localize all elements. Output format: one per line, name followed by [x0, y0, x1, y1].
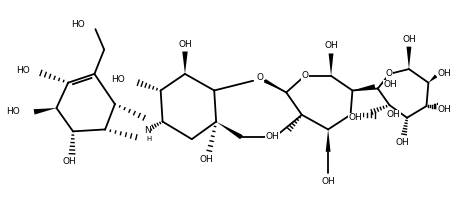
Text: O: O	[386, 69, 393, 78]
Polygon shape	[328, 54, 333, 76]
Polygon shape	[216, 122, 243, 139]
Text: H: H	[146, 136, 152, 142]
Text: HO: HO	[17, 65, 30, 75]
Text: N: N	[144, 126, 150, 135]
Text: HO: HO	[71, 20, 85, 29]
Text: HO: HO	[6, 107, 19, 116]
Text: OH: OH	[199, 155, 213, 164]
Text: OH: OH	[387, 110, 400, 119]
Text: O: O	[301, 71, 308, 80]
Text: OH: OH	[383, 80, 397, 89]
Text: OH: OH	[266, 132, 279, 141]
Text: OH: OH	[62, 157, 76, 166]
Text: O: O	[256, 73, 263, 82]
Polygon shape	[34, 108, 56, 114]
Polygon shape	[406, 47, 411, 69]
Text: OH: OH	[437, 105, 450, 114]
Text: OH: OH	[324, 41, 338, 50]
Text: OH: OH	[178, 40, 192, 49]
Text: OH: OH	[402, 35, 416, 44]
Text: O: O	[268, 132, 275, 141]
Polygon shape	[182, 52, 188, 74]
Polygon shape	[428, 74, 437, 83]
Polygon shape	[264, 79, 286, 92]
Text: OH: OH	[437, 69, 450, 78]
Polygon shape	[352, 84, 375, 91]
Text: OH: OH	[348, 113, 362, 122]
Text: HO: HO	[111, 75, 125, 84]
Text: OH: OH	[321, 176, 335, 186]
Polygon shape	[326, 129, 331, 152]
Text: OH: OH	[395, 138, 409, 147]
